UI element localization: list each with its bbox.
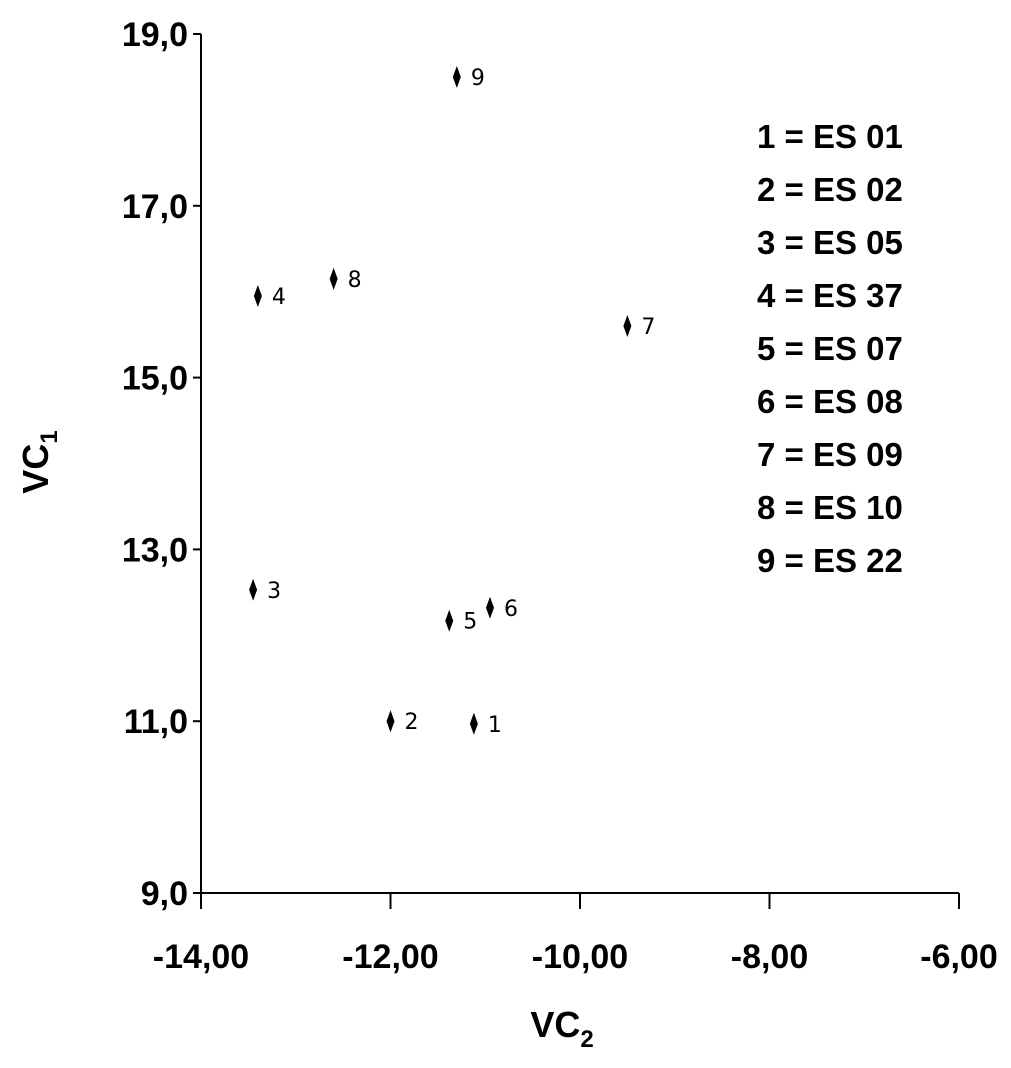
data-point-4: 4 — [253, 284, 286, 310]
legend-entry: 3 = ES 05 — [757, 224, 903, 261]
y-tick-label: 17,0 — [122, 188, 188, 226]
diamond-marker — [469, 712, 478, 735]
x-axis-title: VC2 — [530, 1004, 593, 1053]
legend-entry: 8 = ES 10 — [757, 489, 903, 526]
diamond-marker — [253, 284, 262, 307]
y-axis-title-subscript: 1 — [36, 430, 63, 443]
diamond-marker — [452, 65, 461, 88]
data-point-label: 8 — [348, 268, 362, 293]
data-point-1: 1 — [469, 712, 502, 738]
diamond-marker — [623, 315, 632, 338]
legend-entry: 2 = ES 02 — [757, 171, 903, 208]
data-point-8: 8 — [329, 267, 362, 293]
diamond-marker — [485, 596, 494, 619]
x-tick-label: -8,00 — [731, 938, 809, 976]
legend-entry: 6 = ES 08 — [757, 383, 903, 420]
data-point-label: 2 — [405, 710, 419, 735]
y-tick-label: 19,0 — [122, 16, 188, 54]
data-point-6: 6 — [485, 596, 518, 622]
x-tick-label: -14,00 — [153, 938, 249, 976]
x-axis-ticks: -14,00 -12,00 -10,00 -8,00 -6,00 — [153, 893, 998, 976]
data-point-label: 6 — [504, 597, 518, 622]
diamond-marker — [329, 267, 338, 290]
y-axis-title: VC1 — [15, 430, 63, 493]
legend-entry: 1 = ES 01 — [757, 118, 903, 155]
y-tick-label: 11,0 — [124, 703, 188, 741]
x-tick-label: -12,00 — [342, 938, 438, 976]
legend-entry: 5 = ES 07 — [757, 330, 903, 367]
data-point-9: 9 — [452, 65, 485, 91]
x-axis-title-subscript: 2 — [580, 1026, 593, 1053]
data-point-label: 9 — [471, 66, 485, 91]
data-point-label: 5 — [463, 610, 477, 635]
diamond-marker — [445, 609, 454, 632]
data-point-label: 3 — [267, 579, 281, 604]
data-points: 1 2 3 4 5 6 7 8 9 — [249, 65, 655, 738]
legend: 1 = ES 01 2 = ES 02 3 = ES 05 4 = ES 37 5 = … — [757, 118, 903, 579]
y-axis-title-text: VC — [15, 444, 56, 494]
legend-entry: 9 = ES 22 — [757, 542, 903, 579]
x-axis-title-text: VC — [530, 1004, 580, 1045]
y-tick-label: 13,0 — [122, 531, 188, 569]
data-point-7: 7 — [623, 315, 655, 340]
diamond-marker — [386, 710, 395, 733]
y-axis-ticks: 9,0 11,0 13,0 15,0 17,0 19,0 — [122, 16, 201, 913]
data-point-5: 5 — [445, 609, 477, 635]
y-tick-label: 9,0 — [141, 875, 188, 913]
x-tick-label: -10,00 — [532, 938, 628, 976]
y-tick-label: 15,0 — [122, 360, 188, 398]
data-point-2: 2 — [386, 710, 419, 735]
legend-entry: 4 = ES 37 — [757, 277, 903, 314]
legend-entry: 7 = ES 09 — [757, 436, 903, 473]
data-point-label: 7 — [641, 315, 655, 340]
diamond-marker — [249, 578, 258, 601]
data-point-3: 3 — [249, 578, 281, 604]
x-tick-label: -6,00 — [920, 938, 998, 976]
data-point-label: 4 — [272, 285, 286, 310]
data-point-label: 1 — [488, 713, 502, 738]
